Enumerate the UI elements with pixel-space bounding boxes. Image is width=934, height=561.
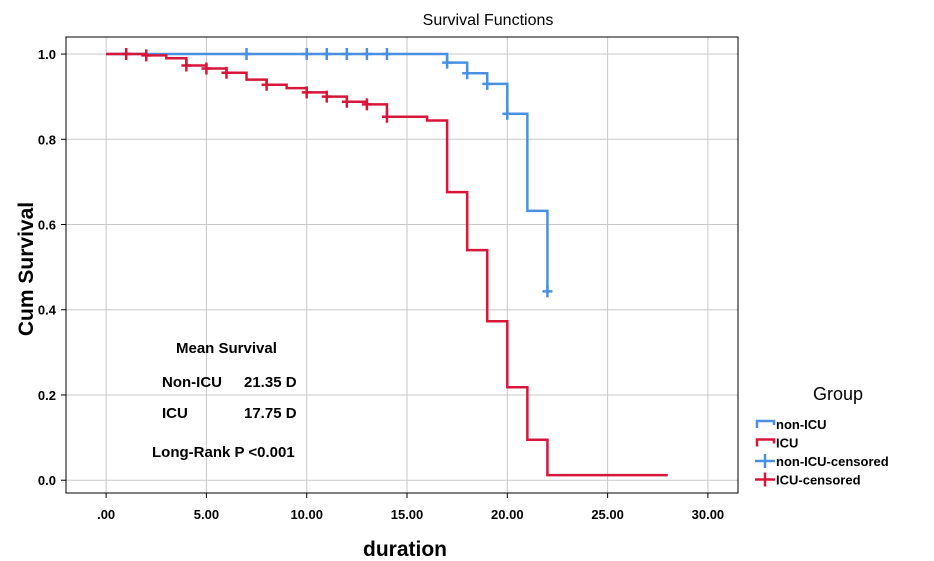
survival-line-non-icu [106,52,549,292]
legend-item: non-ICU [755,417,827,432]
legend-label: non-ICU-censored [776,454,889,469]
y-axis-label: Cum Survival [15,202,38,336]
x-tick-label: 15.00 [391,507,424,522]
legend-swatch [755,419,776,428]
censor-mark-non-icu-censored [321,48,332,61]
legend-item: non-ICU-censored [755,454,889,469]
censor-mark-non-icu-censored [462,67,473,80]
y-axis-ticks: 0.0 0.2 0.4 0.6 0.8 1.0 [38,47,66,488]
censor-mark-non-icu-censored [442,56,453,69]
annotation-row1-group: Non-ICU [162,374,222,391]
x-axis-label: duration [363,538,447,561]
legend-swatch [755,472,775,487]
censor-mark-non-icu-censored [502,107,513,120]
censor-mark-icu-censored [181,59,192,72]
annotation-heading: Mean Survival [176,340,277,357]
censor-marks [121,48,553,298]
x-tick-label: 20.00 [491,507,524,522]
legend-swatch [755,454,775,468]
plot-frame [65,36,739,494]
censor-mark-non-icu-censored [361,48,372,61]
annotation-footer: Long-Rank P <0.001 [152,444,295,461]
censor-mark-non-icu-censored [482,77,493,90]
censor-mark-non-icu-censored [241,48,252,61]
grid [66,37,738,493]
censor-mark-icu-censored [261,78,272,91]
legend: Group non-ICU ICU non-ICU-censored ICU-cens… [755,384,889,488]
legend-item: ICU-censored [755,472,861,488]
x-tick-label: 5.00 [194,507,219,522]
y-tick-label: 0.4 [38,303,57,318]
censor-mark-non-icu-censored [341,48,352,61]
censor-mark-icu-censored [201,62,212,75]
x-tick-label: .00 [97,507,115,522]
x-tick-label: 30.00 [692,507,725,522]
censor-mark-non-icu-censored [542,285,553,298]
annotation-row2-group: ICU [162,405,188,422]
y-tick-label: 0.0 [38,473,56,488]
y-tick-label: 0.2 [38,388,56,403]
y-tick-label: 0.8 [38,132,56,147]
legend-title: Group [813,384,863,404]
y-tick-label: 0.6 [38,218,56,233]
annotation-row2-value: 17.75 D [244,405,297,422]
legend-swatch [755,438,776,447]
legend-label: ICU [776,436,798,451]
censor-mark-non-icu-censored [301,48,312,61]
legend-item: ICU [755,436,798,451]
censor-mark-icu-censored [321,90,332,103]
censor-mark-non-icu-censored [381,48,392,61]
censor-mark-icu-censored [341,95,352,108]
censor-mark-icu-censored [361,98,372,111]
x-axis-ticks: .00 5.00 10.00 15.00 20.00 25.00 30.00 [97,493,724,522]
censor-mark-icu-censored [301,86,312,99]
legend-label: ICU-censored [776,473,861,488]
mean-survival-annotation: Mean Survival Non-ICU 21.35 D ICU 17.75 … [152,340,297,461]
x-tick-label: 10.00 [290,507,323,522]
survival-line-icu [106,52,668,477]
chart-title: Survival Functions [423,12,554,29]
legend-label: non-ICU [776,417,827,432]
censor-mark-icu-censored [381,110,392,123]
censor-mark-icu-censored [141,49,152,62]
censor-mark-icu-censored [121,48,132,61]
censor-mark-icu-censored [221,66,232,79]
annotation-row1-value: 21.35 D [244,374,297,391]
x-tick-label: 25.00 [591,507,624,522]
y-tick-label: 1.0 [38,47,56,62]
